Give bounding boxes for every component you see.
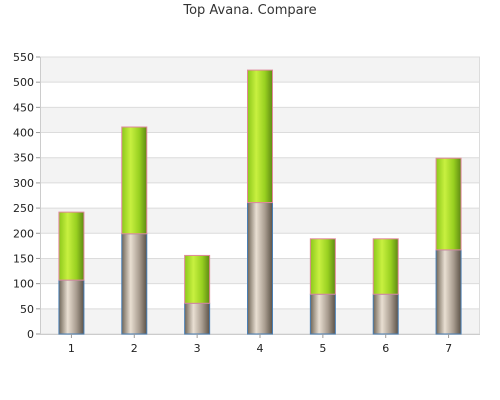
y-tick-label: 350 — [13, 152, 34, 165]
y-tick-label: 0 — [27, 328, 34, 341]
x-tick-label: 1 — [68, 342, 75, 355]
y-tick-label: 500 — [13, 76, 34, 89]
bar-segment-base — [309, 293, 336, 335]
y-tick-label: 450 — [13, 101, 34, 114]
bar-segment-top — [372, 238, 399, 295]
bar-segment-top — [309, 238, 336, 295]
y-tick-label: 100 — [13, 278, 34, 291]
bar-segment-base — [435, 249, 462, 335]
x-tick-label: 2 — [131, 342, 138, 355]
bar-segment-top — [184, 254, 211, 304]
bar-segment-top — [435, 157, 462, 251]
bar-segment-base — [184, 302, 211, 335]
bar-segment-top — [121, 126, 148, 235]
y-tick-label: 300 — [13, 177, 34, 190]
y-tick-label: 250 — [13, 202, 34, 215]
x-tick-label: 3 — [194, 342, 201, 355]
y-axis-ticks: 0 50 100 150 200 250 300 350 400 450 500 550 — [13, 51, 40, 341]
y-tick-label: 200 — [13, 227, 34, 240]
bar-segment-top — [58, 211, 85, 281]
chart-title: Top Avana. Compare — [183, 3, 317, 18]
bar-segment-base — [121, 233, 148, 335]
y-tick-label: 150 — [13, 252, 34, 265]
x-tick-label: 5 — [319, 342, 326, 355]
x-tick-label: 4 — [257, 342, 264, 355]
y-tick-label: 400 — [13, 127, 34, 140]
x-tick-label: 6 — [382, 342, 389, 355]
y-tick-label: 50 — [20, 303, 34, 316]
x-tick-label: 7 — [445, 342, 452, 355]
bars — [58, 69, 462, 335]
bar-segment-base — [372, 293, 399, 335]
x-axis-ticks: 1 2 3 4 5 6 7 — [68, 334, 452, 355]
bar-segment-base — [247, 202, 273, 335]
y-tick-label: 550 — [13, 51, 34, 64]
bar-segment-base — [58, 279, 85, 335]
bar-segment-top — [247, 69, 273, 204]
